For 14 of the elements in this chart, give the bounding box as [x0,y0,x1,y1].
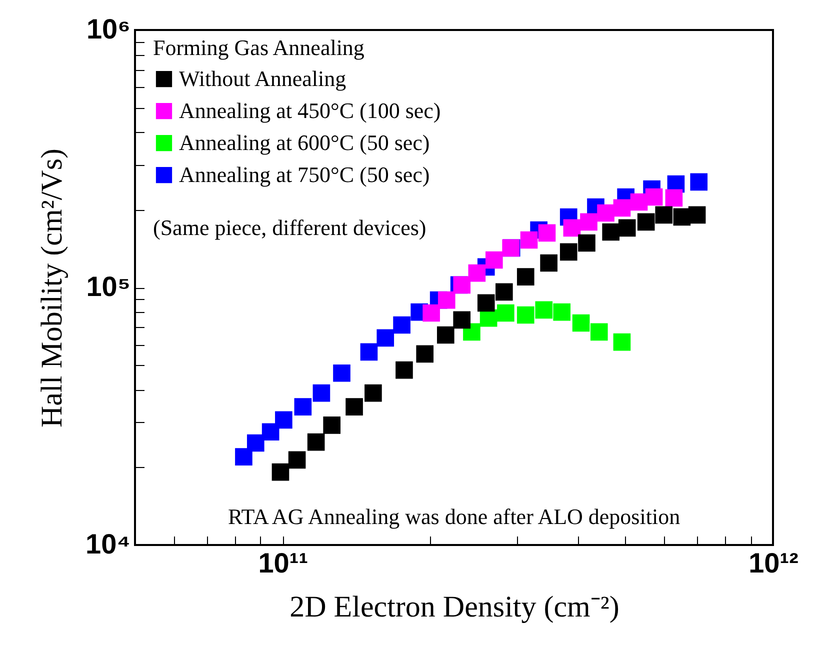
legend-label: Annealing at 450°C (100 sec) [179,98,441,123]
legend-title: Forming Gas Annealing [153,35,364,60]
legend-label: Without Annealing [179,66,346,91]
legend-label: Annealing at 600°C (50 sec) [179,130,430,155]
annotation: (Same piece, different devices) [153,215,426,240]
y-tick-label: 10⁵ [86,271,130,302]
y-axis-title: Hall Mobility (cm²/Vs) [36,148,69,428]
legend-label: Annealing at 750°C (50 sec) [179,162,430,187]
annotation: RTA AG Annealing was done after ALO deposition [228,504,680,529]
x-axis-title: 2D Electron Density (cm⁻²) [290,590,620,624]
x-tick-label: 10¹² [748,548,798,578]
y-tick-label: 10⁶ [86,14,130,44]
y-tick-label: 10⁴ [86,528,130,560]
x-tick-label: 10¹¹ [258,548,308,578]
